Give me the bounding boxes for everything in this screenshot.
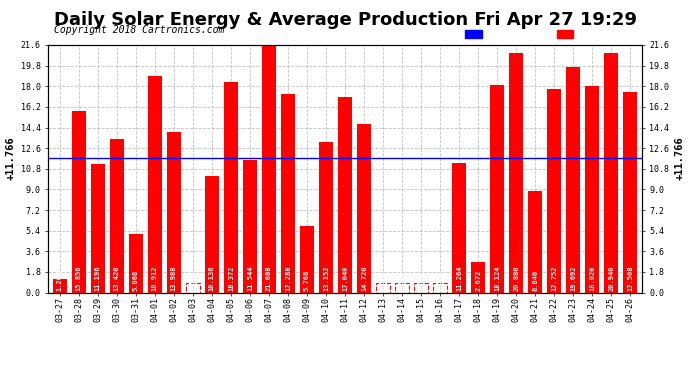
Bar [110,139,124,292]
Bar [186,284,200,292]
Text: 17.288: 17.288 [285,266,291,291]
Text: 8.840: 8.840 [532,270,538,291]
Bar [623,92,638,292]
Bar [452,164,466,292]
Bar [52,279,67,292]
Text: +11.766: +11.766 [6,136,16,180]
Text: 0.000: 0.000 [437,271,443,292]
Text: 14.720: 14.720 [361,266,367,291]
Text: 18.372: 18.372 [228,266,234,291]
Bar [376,284,390,292]
Text: 17.508: 17.508 [627,266,633,291]
Text: 2.672: 2.672 [475,270,481,291]
Text: 19.692: 19.692 [570,266,576,291]
Text: 18.020: 18.020 [589,266,595,291]
Text: 5.068: 5.068 [132,270,139,291]
Text: Daily Solar Energy & Average Production Fri Apr 27 19:29: Daily Solar Energy & Average Production … [54,11,636,29]
Text: 0.000: 0.000 [380,271,386,292]
Bar [167,132,181,292]
Text: 0.000: 0.000 [190,271,196,292]
Text: 13.988: 13.988 [171,266,177,291]
Bar [72,111,86,292]
Bar [300,226,314,292]
Text: 13.152: 13.152 [323,266,329,291]
Text: 11.196: 11.196 [95,266,101,291]
Bar [243,160,257,292]
Text: 15.856: 15.856 [76,266,81,291]
Text: Copyright 2018 Cartronics.com: Copyright 2018 Cartronics.com [55,25,225,35]
Bar [509,53,523,292]
Bar [547,89,562,292]
Bar [471,262,485,292]
Bar [224,82,238,292]
Bar [262,44,276,292]
Bar [395,284,409,292]
Bar [490,85,504,292]
Legend: Average  (kWh), Daily  (kWh): Average (kWh), Daily (kWh) [464,28,638,40]
Text: 13.420: 13.420 [114,266,120,291]
Bar [433,284,447,292]
Bar [205,176,219,292]
Text: 17.752: 17.752 [551,266,558,291]
Bar [585,86,600,292]
Text: 11.264: 11.264 [456,266,462,291]
Text: 20.940: 20.940 [609,266,614,291]
Bar [528,191,542,292]
Bar [604,53,618,292]
Bar [128,234,143,292]
Text: 18.124: 18.124 [494,266,500,291]
Text: 17.040: 17.040 [342,266,348,291]
Bar [319,142,333,292]
Text: 5.768: 5.768 [304,270,310,291]
Text: 21.688: 21.688 [266,266,272,291]
Text: 0.000: 0.000 [399,271,405,292]
Text: 10.136: 10.136 [209,266,215,291]
Bar [338,97,352,292]
Text: 11.544: 11.544 [247,266,253,291]
Text: +11.766: +11.766 [674,136,684,180]
Text: 1.208: 1.208 [57,270,63,291]
Bar [414,284,428,292]
Text: 20.880: 20.880 [513,266,519,291]
Text: 18.912: 18.912 [152,266,158,291]
Bar [281,94,295,292]
Bar [357,124,371,292]
Bar [566,67,580,292]
Bar [148,76,162,292]
Bar [90,164,105,292]
Text: 0.000: 0.000 [418,271,424,292]
